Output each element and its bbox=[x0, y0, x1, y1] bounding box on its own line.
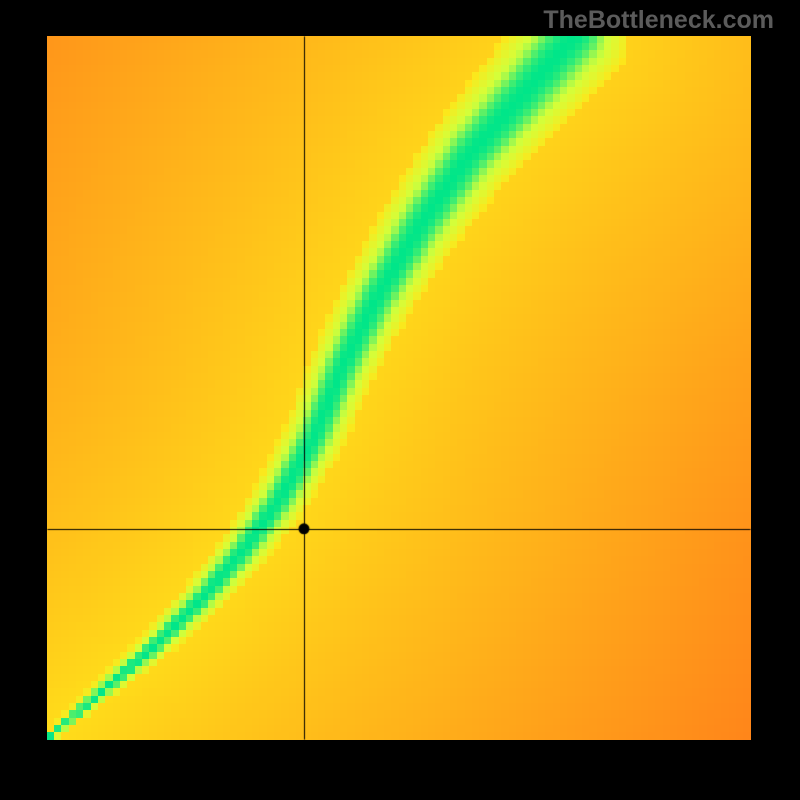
watermark-text: TheBottleneck.com bbox=[543, 6, 774, 35]
bottleneck-heatmap bbox=[47, 36, 751, 740]
chart-container: TheBottleneck.com bbox=[0, 0, 800, 800]
